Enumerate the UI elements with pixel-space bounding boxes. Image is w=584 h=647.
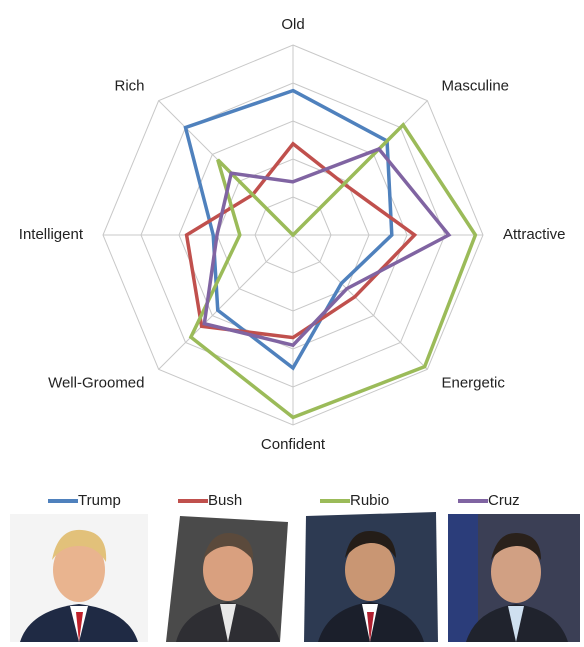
series-line [183, 88, 394, 371]
photo-trump [10, 514, 148, 642]
photo-rubio [304, 512, 438, 642]
photo-bush [166, 516, 288, 642]
axis-label: Masculine [441, 77, 509, 94]
axis-label: Rich [114, 77, 144, 94]
photo-cruz [448, 514, 580, 642]
axis-label: Attractive [503, 226, 566, 243]
axis-label: Old [281, 16, 304, 33]
series-line [202, 146, 452, 348]
spoke [292, 234, 428, 370]
axis-label: Energetic [441, 374, 505, 391]
axis-label: Intelligent [19, 226, 84, 243]
axis-label: Confident [261, 436, 326, 453]
axis-label: Well-Groomed [48, 374, 144, 391]
legend-label: Trump [78, 492, 121, 509]
series-line [188, 122, 478, 420]
spoke [158, 234, 294, 370]
legend-label: Cruz [488, 492, 520, 509]
legend-label: Rubio [350, 492, 389, 509]
photos [10, 512, 580, 642]
legend-label: Bush [208, 492, 242, 509]
